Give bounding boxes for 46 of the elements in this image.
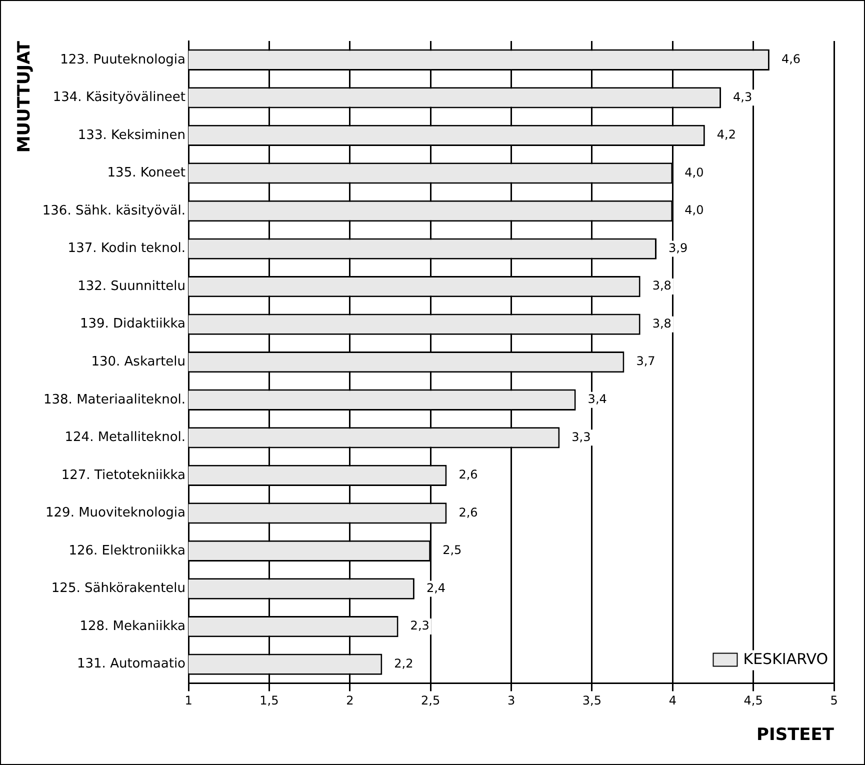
data-label: 2,6 — [458, 468, 478, 482]
x-tick-label: 3 — [507, 694, 516, 708]
data-label: 4,6 — [781, 52, 801, 66]
y-tick-label: 125. Sähkörakentelu — [51, 581, 186, 596]
data-label: 2,6 — [458, 505, 478, 520]
data-label: 3,9 — [668, 240, 688, 255]
data-label: 3,3 — [572, 430, 591, 444]
y-tick-label: 139. Didaktiikka — [80, 316, 186, 332]
y-tick-label: 135. Koneet — [107, 166, 186, 181]
data-label: 3,7 — [636, 354, 656, 368]
data-label: 2,2 — [394, 656, 414, 670]
x-tick-label: 4,5 — [744, 694, 763, 708]
data-label: 4,0 — [684, 203, 704, 218]
x-tick-label: 2 — [346, 694, 354, 708]
y-tick-label: 132. Suunnittelu — [78, 278, 186, 294]
y-axis-title: MUUTTUJAT — [14, 40, 35, 153]
x-tick-label: 2,5 — [421, 694, 440, 708]
y-tick-label: 127. Tietotekniikka — [61, 468, 186, 483]
y-tick-label: 136. Sähk. käsityöväl. — [42, 203, 186, 218]
y-tick-label: 124. Metalliteknol. — [64, 430, 186, 446]
x-tick-label: 3,5 — [582, 694, 602, 708]
x-tick-label: 1,5 — [260, 694, 279, 708]
data-label: 3,8 — [652, 316, 672, 330]
data-label: 4,2 — [716, 128, 736, 142]
y-tick-label: 129. Muoviteknologia — [46, 506, 186, 521]
y-tick-label: 128. Mekaniikka — [80, 618, 186, 634]
y-tick-label: 137. Kodin teknol. — [68, 241, 186, 256]
x-tick-label: 5 — [830, 694, 838, 708]
data-label: 2,3 — [410, 618, 430, 633]
data-label: 2,4 — [426, 580, 446, 595]
data-label: 4,3 — [733, 90, 752, 104]
data-label: 3,4 — [588, 392, 607, 406]
x-tick-label: 1 — [184, 694, 192, 708]
y-tick-label: 131. Automaatio — [76, 656, 186, 672]
data-label: 3,8 — [652, 278, 672, 293]
y-tick-label: 130. Askartelu — [91, 354, 186, 370]
y-tick-label: 126. Elektroniikka — [68, 543, 186, 558]
data-label: 4,0 — [684, 165, 704, 180]
legend-label: KESKIARVO — [743, 650, 828, 668]
data-label: 2,5 — [442, 543, 462, 558]
y-tick-label: 123. Puuteknologia — [60, 52, 186, 68]
y-tick-label: 138. Materiaaliteknol. — [43, 392, 186, 408]
y-tick-label: 133. Keksiminen — [78, 128, 186, 143]
x-tick-label: 4 — [668, 694, 676, 708]
x-axis-title: PISTEET — [756, 725, 834, 746]
y-tick-label: 134. Käsityövälineet — [52, 90, 186, 106]
